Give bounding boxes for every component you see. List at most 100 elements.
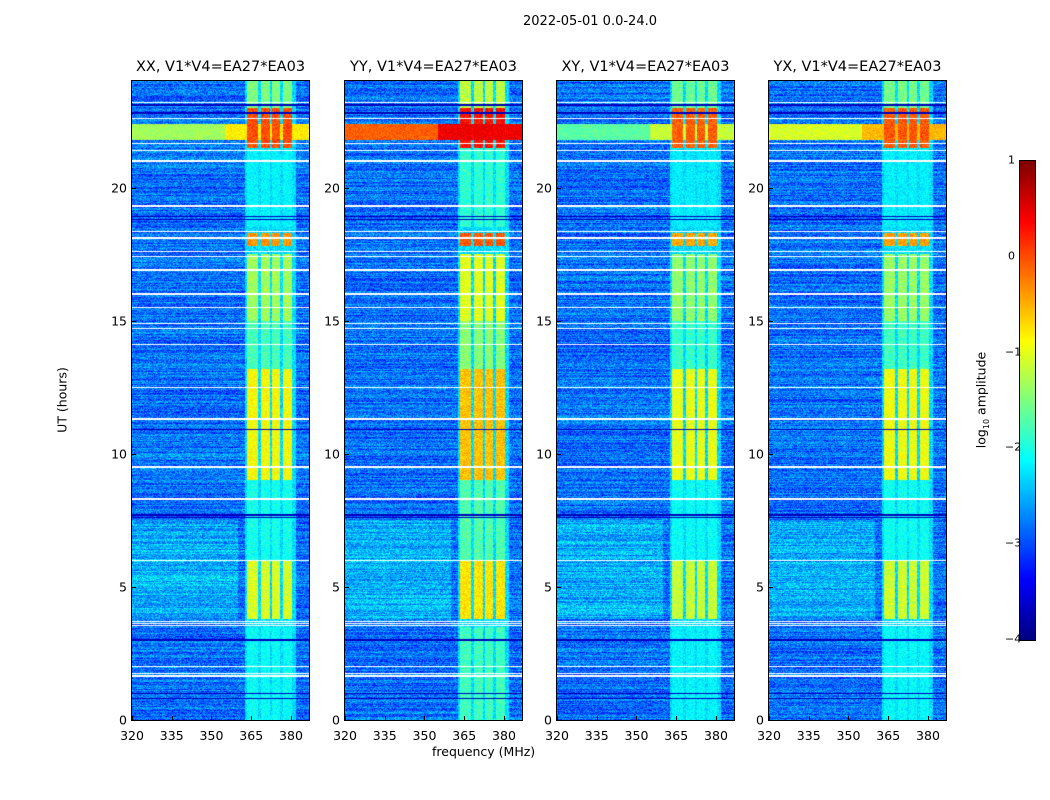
x-tick-label: 320 [545, 728, 569, 743]
colorbar-tick-label: −2 [1005, 440, 1022, 454]
y-tick-label: 5 [332, 579, 340, 595]
colorbar-tick-label: −3 [1005, 536, 1022, 550]
y-tick-mark [769, 187, 773, 189]
y-tick-mark [132, 720, 136, 721]
x-tick-mark [557, 716, 558, 720]
y-tick-mark [132, 586, 136, 588]
y-axis-label: UT (hours) [54, 367, 70, 433]
x-tick-label: 380 [916, 728, 940, 743]
x-tick-label: 365 [664, 728, 689, 743]
colorbar-tick-label: −1 [1005, 345, 1022, 359]
y-tick-mark [345, 187, 349, 189]
panel-title: YY, V1*V4=EA27*EA03 [350, 59, 517, 75]
x-tick-label: 380 [279, 728, 303, 743]
y-tick-label: 0 [544, 712, 552, 728]
spectrogram-heatmap [769, 81, 946, 720]
spectrogram-heatmap [345, 81, 522, 720]
x-tick-label: 320 [333, 728, 357, 743]
x-tick-label: 365 [876, 728, 901, 743]
figure-title: 2022-05-01 0.0-24.0 [523, 14, 657, 29]
colorbar-label: log10 amplitude [973, 352, 991, 448]
y-tick-mark [132, 187, 136, 189]
colorbar-label-log: log [973, 429, 989, 449]
spectrogram-heatmap [132, 81, 309, 720]
y-tick-label: 15 [536, 313, 552, 329]
panel-title: XX, V1*V4=EA27*EA03 [135, 59, 306, 75]
x-tick-label: 350 [199, 728, 224, 743]
y-tick-mark [345, 453, 349, 455]
x-tick-label: 380 [704, 728, 728, 743]
x-axis-label: frequency (MHz) [432, 744, 536, 759]
x-tick-label: 365 [452, 728, 477, 743]
x-tick-label: 320 [120, 728, 144, 743]
y-tick-label: 20 [324, 180, 340, 195]
colorbar-label-sub: 10 [981, 418, 991, 430]
x-tick-label: 320 [757, 728, 781, 743]
colorbar-tick-label: 0 [1008, 249, 1015, 263]
spectrogram-panel: XY, V1*V4=EA27*EA03 320 335 350 365 380 0 5 10 15… [536, 59, 735, 743]
x-tick-label: 350 [836, 728, 861, 743]
colorbar-tick-label: 1 [1008, 153, 1015, 167]
spectrogram-panel: YX, V1*V4=EA27*EA03 320 335 350 365 380 0 5 10 15… [748, 59, 947, 743]
y-tick-label: 10 [748, 446, 764, 462]
y-tick-mark [557, 187, 561, 189]
x-tick-mark [888, 716, 890, 720]
y-tick-label: 20 [111, 180, 127, 195]
x-tick-mark [251, 716, 253, 720]
x-tick-mark [424, 716, 426, 720]
y-tick-label: 5 [544, 579, 552, 595]
x-tick-mark [384, 716, 386, 720]
x-tick-mark [715, 716, 717, 720]
y-tick-mark [345, 586, 349, 588]
x-tick-mark [769, 716, 770, 720]
y-tick-label: 10 [324, 446, 340, 462]
spectrogram-panel: XX, V1*V4=EA27*EA03 320 335 350 365 380 0 5 10 15… [111, 59, 310, 743]
y-tick-label: 10 [536, 446, 552, 462]
x-tick-mark [636, 716, 638, 720]
y-tick-mark [132, 320, 136, 322]
colorbar [1019, 160, 1036, 641]
y-tick-label: 0 [119, 712, 127, 728]
x-tick-mark [345, 716, 346, 720]
y-tick-mark [557, 320, 561, 322]
x-tick-label: 350 [624, 728, 649, 743]
y-tick-mark [769, 320, 773, 322]
y-tick-label: 15 [748, 313, 764, 329]
y-tick-label: 10 [111, 446, 127, 462]
y-tick-mark [132, 453, 136, 455]
x-tick-mark [503, 716, 505, 720]
y-tick-mark [557, 720, 561, 721]
y-tick-mark [769, 586, 773, 588]
y-tick-label: 20 [536, 180, 552, 195]
x-tick-mark [290, 716, 292, 720]
y-tick-label: 15 [324, 313, 340, 329]
y-tick-mark [557, 586, 561, 588]
y-tick-label: 5 [756, 579, 764, 595]
x-tick-mark [596, 716, 598, 720]
x-tick-mark [464, 716, 466, 720]
y-tick-label: 0 [332, 712, 340, 728]
x-tick-label: 380 [492, 728, 516, 743]
panel-title: YX, V1*V4=EA27*EA03 [773, 59, 942, 75]
x-tick-mark [927, 716, 929, 720]
y-tick-mark [769, 720, 773, 721]
y-tick-mark [769, 453, 773, 455]
x-tick-label: 335 [159, 728, 184, 743]
x-tick-mark [808, 716, 810, 720]
x-tick-mark [676, 716, 678, 720]
x-tick-label: 350 [412, 728, 437, 743]
y-tick-mark [345, 320, 349, 322]
y-tick-label: 0 [756, 712, 764, 728]
y-tick-mark [345, 720, 349, 721]
y-tick-label: 20 [748, 180, 764, 195]
x-tick-label: 335 [796, 728, 821, 743]
panel-title: XY, V1*V4=EA27*EA03 [561, 59, 730, 75]
spectrogram-panel: YY, V1*V4=EA27*EA03 320 335 350 365 380 0 5 10 15… [324, 59, 523, 743]
colorbar-label-rest: amplitude [973, 351, 989, 419]
y-tick-label: 5 [119, 579, 127, 595]
y-tick-mark [557, 453, 561, 455]
spectrogram-heatmap [557, 81, 734, 720]
x-tick-label: 365 [239, 728, 264, 743]
y-tick-label: 15 [111, 313, 127, 329]
colorbar-tick-label: −4 [1005, 632, 1022, 646]
